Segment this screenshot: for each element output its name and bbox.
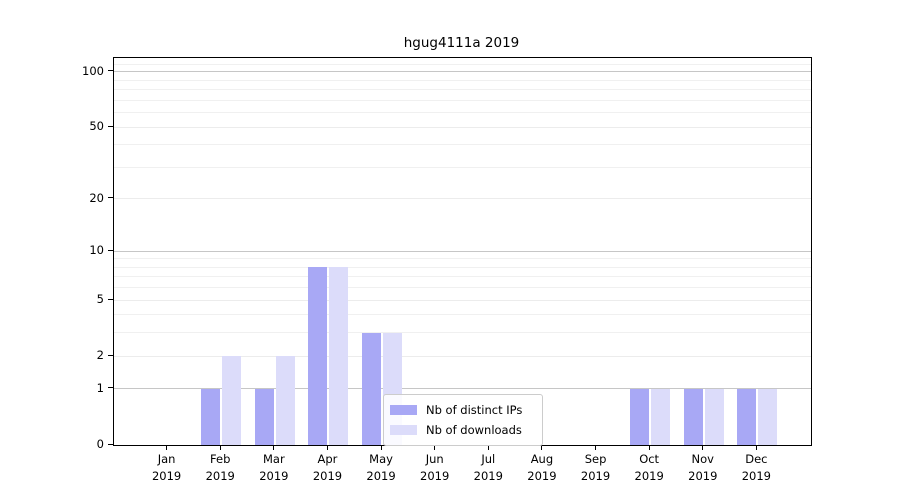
y-tick-label-20: 20 xyxy=(89,190,104,205)
x-tick-label-jun: Jun 2019 xyxy=(420,452,450,483)
x-tick-mark-mar xyxy=(273,445,275,450)
legend-label-distinct-ips: Nb of distinct IPs xyxy=(426,403,523,417)
x-tick-mark-oct xyxy=(648,445,650,450)
gridline-y-110 xyxy=(114,63,811,65)
x-tick-label-jul: Jul 2019 xyxy=(473,452,503,483)
x-tick-mark-feb xyxy=(219,445,221,450)
legend-item-distinct-ips: Nb of distinct IPs xyxy=(390,400,534,420)
y-tick-mark-20 xyxy=(108,197,113,199)
bar-downloads-oct xyxy=(651,388,671,445)
x-tick-mark-apr xyxy=(326,445,328,450)
bar-distinct-ips-feb xyxy=(201,388,221,445)
y-tick-mark-2 xyxy=(108,354,113,356)
gridline-y-60 xyxy=(114,112,811,114)
bar-downloads-nov xyxy=(704,388,724,445)
gridline-y-50 xyxy=(114,126,811,128)
legend-label-downloads: Nb of downloads xyxy=(426,423,522,437)
x-tick-mark-dec xyxy=(755,445,757,450)
x-tick-mark-sep xyxy=(595,445,597,450)
bar-distinct-ips-mar xyxy=(254,388,274,445)
gridline-y-10 xyxy=(114,250,811,252)
bar-downloads-apr xyxy=(329,267,349,445)
x-tick-mark-nov xyxy=(702,445,704,450)
gridline-y-40 xyxy=(114,144,811,146)
gridline-y-9 xyxy=(114,258,811,260)
chart-title: hgug4111a 2019 xyxy=(403,35,520,51)
gridline-y-2 xyxy=(114,355,811,357)
x-tick-label-apr: Apr 2019 xyxy=(312,452,343,483)
gridline-y-8 xyxy=(114,266,811,268)
legend-item-downloads: Nb of downloads xyxy=(390,420,534,440)
bar-downloads-mar xyxy=(275,356,295,445)
gridline-y-90 xyxy=(114,79,811,81)
y-tick-label-10: 10 xyxy=(89,243,104,258)
bar-distinct-ips-dec xyxy=(737,388,757,445)
gridline-y-4 xyxy=(114,314,811,316)
y-tick-mark-50 xyxy=(108,125,113,127)
y-tick-mark-1 xyxy=(108,387,113,389)
bar-distinct-ips-may xyxy=(362,332,382,445)
gridline-y-20 xyxy=(114,198,811,200)
gridline-y-80 xyxy=(114,89,811,91)
gridline-y-1 xyxy=(114,388,811,390)
gridline-y-5 xyxy=(114,299,811,301)
bar-distinct-ips-nov xyxy=(683,388,703,445)
x-tick-mark-jan xyxy=(166,445,168,450)
legend: Nb of distinct IPs Nb of downloads xyxy=(383,394,543,446)
bar-distinct-ips-apr xyxy=(308,267,328,445)
legend-swatch-downloads xyxy=(390,425,417,435)
y-tick-mark-100 xyxy=(108,70,113,72)
gridline-y-3 xyxy=(114,332,811,334)
x-tick-mark-jun xyxy=(434,445,436,450)
y-tick-mark-5 xyxy=(108,298,113,300)
gridline-y-70 xyxy=(114,99,811,101)
gridline-y-6 xyxy=(114,287,811,289)
x-tick-label-oct: Oct 2019 xyxy=(634,452,664,483)
y-tick-mark-10 xyxy=(108,249,113,251)
y-tick-label-2: 2 xyxy=(96,348,104,363)
plot-area xyxy=(113,57,812,446)
y-tick-mark-0 xyxy=(108,443,113,445)
x-tick-label-may: May 2019 xyxy=(366,452,396,483)
bar-downloads-feb xyxy=(222,356,242,445)
y-tick-label-100: 100 xyxy=(82,63,104,78)
x-tick-mark-aug xyxy=(541,445,543,450)
x-tick-label-nov: Nov 2019 xyxy=(688,452,718,483)
y-tick-label-1: 1 xyxy=(96,380,104,395)
x-tick-mark-may xyxy=(380,445,382,450)
gridline-y-100 xyxy=(114,71,811,73)
bar-distinct-ips-oct xyxy=(630,388,650,445)
x-tick-label-feb: Feb 2019 xyxy=(205,452,235,483)
y-tick-label-0: 0 xyxy=(96,437,104,451)
x-tick-label-sep: Sep 2019 xyxy=(580,452,611,483)
y-tick-label-5: 5 xyxy=(96,292,104,307)
legend-swatch-distinct-ips xyxy=(390,405,417,415)
y-tick-label-50: 50 xyxy=(89,119,104,134)
gridline-y-30 xyxy=(114,166,811,168)
x-tick-label-aug: Aug 2019 xyxy=(527,452,557,483)
bar-downloads-dec xyxy=(758,388,778,445)
x-tick-mark-jul xyxy=(487,445,489,450)
x-tick-label-jan: Jan 2019 xyxy=(151,452,182,483)
x-tick-label-dec: Dec 2019 xyxy=(741,452,772,483)
gridline-y-7 xyxy=(114,276,811,278)
x-tick-label-mar: Mar 2019 xyxy=(259,452,289,483)
